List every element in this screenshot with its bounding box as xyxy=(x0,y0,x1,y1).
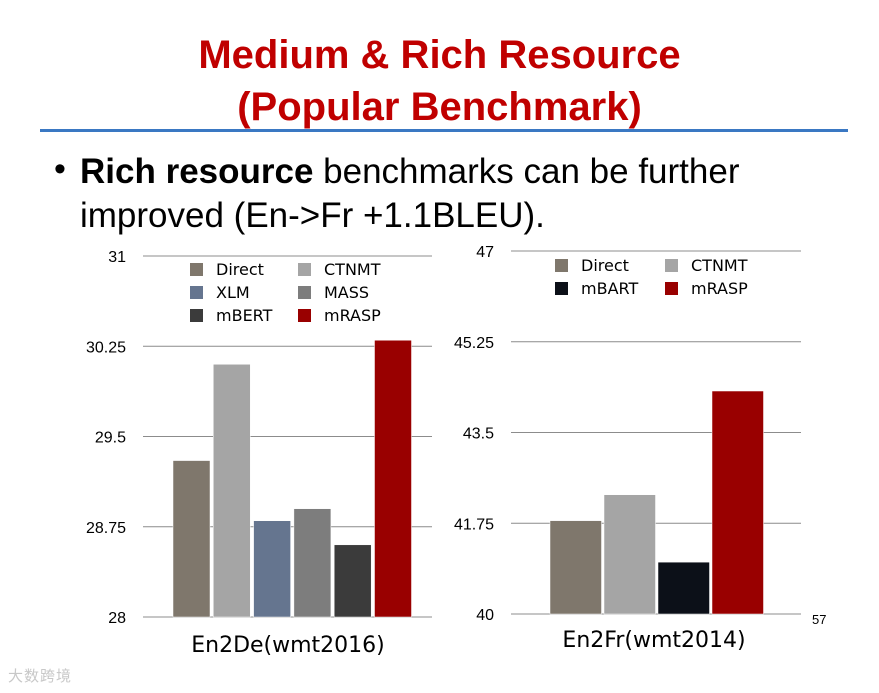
bullet-marker: • xyxy=(54,150,66,188)
y-tick-label: 40 xyxy=(476,607,494,624)
bar-ctnmt xyxy=(603,494,656,615)
y-tick-label: 28.75 xyxy=(86,520,126,537)
legend-swatch-mass xyxy=(298,286,311,299)
legend-swatch-direct xyxy=(190,263,203,276)
legend-label-ctnmt: CTNMT xyxy=(324,260,381,279)
watermark-logo: 大数跨境 xyxy=(8,667,73,685)
legend-swatch-direct xyxy=(555,259,568,272)
chart-1: 28 28.75 29.5 30.25 31 En2De(wmt2016) Direct CT… xyxy=(86,249,432,658)
x-category-label: En2De(wmt2016) xyxy=(191,633,385,658)
legend-label-mbert: mBERT xyxy=(216,306,273,325)
bullet-text-line-2: improved (En->Fr +1.1BLEU). xyxy=(80,196,545,235)
legend-swatch-ctnmt xyxy=(298,263,311,276)
page-number: 57 xyxy=(812,612,827,627)
slide-title-line-1: Medium & Rich Resource xyxy=(198,33,681,77)
legend-swatch-mbert xyxy=(190,309,203,322)
legend-label-mrasp: mRASP xyxy=(691,279,748,298)
bar-mbert xyxy=(333,544,372,618)
y-tick-label: 31 xyxy=(108,249,126,266)
y-tick-label: 29.5 xyxy=(95,430,126,447)
legend: Direct CTNMT mBART mRASP xyxy=(555,256,748,298)
legend-label-xlm: XLM xyxy=(216,283,250,302)
legend-label-mbart: mBART xyxy=(581,279,638,298)
x-category-label: En2Fr(wmt2014) xyxy=(562,628,745,653)
bar-mrasp xyxy=(711,390,764,615)
chart-2: 40 41.75 43.5 45.25 47 En2Fr(wmt2014) Direct CT… xyxy=(454,244,801,653)
legend-label-mrasp: mRASP xyxy=(324,306,381,325)
bullet-text-rest: benchmarks can be further xyxy=(313,152,740,191)
legend-label-mass: MASS xyxy=(324,283,369,302)
legend-label-direct: Direct xyxy=(216,260,264,279)
bar-mass xyxy=(293,508,332,618)
bar-mrasp xyxy=(374,339,412,618)
slide-title-line-2: (Popular Benchmark) xyxy=(237,85,642,129)
bar-ctnmt xyxy=(213,364,251,618)
title-divider xyxy=(40,129,848,132)
legend-swatch-mbart xyxy=(555,282,568,295)
y-tick-label: 41.75 xyxy=(454,516,494,533)
legend-swatch-xlm xyxy=(190,286,203,299)
bullet-text: Rich resource benchmarks can be further i… xyxy=(80,150,850,238)
legend-swatch-mrasp xyxy=(665,282,678,295)
legend-label-direct: Direct xyxy=(581,256,629,275)
y-tick-label: 45.25 xyxy=(454,335,494,352)
legend-label-ctnmt: CTNMT xyxy=(691,256,748,275)
legend-swatch-ctnmt xyxy=(665,259,678,272)
bar-mbart xyxy=(657,561,710,615)
y-tick-label: 28 xyxy=(108,610,126,627)
bullet-bold-text: Rich resource xyxy=(80,152,314,191)
y-tick-label: 47 xyxy=(476,244,494,261)
y-tick-label: 43.5 xyxy=(463,426,494,443)
legend: Direct CTNMT XLM MASS mBERT mRASP xyxy=(190,260,381,325)
bar-direct xyxy=(549,520,602,615)
legend-swatch-mrasp xyxy=(298,309,311,322)
y-tick-label: 30.25 xyxy=(86,339,126,356)
bar-xlm xyxy=(253,520,291,618)
bar-direct xyxy=(172,460,211,618)
